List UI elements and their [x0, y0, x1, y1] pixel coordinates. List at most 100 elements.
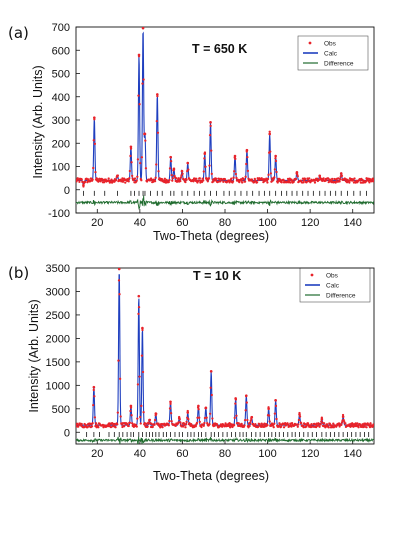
- obs-point: [114, 426, 117, 429]
- x-tick-label: 20: [91, 448, 103, 460]
- obs-point: [369, 422, 372, 425]
- y-tick-label: 2500: [46, 310, 70, 322]
- obs-point: [204, 406, 208, 410]
- obs-point: [246, 418, 249, 422]
- obs-point: [249, 419, 252, 422]
- obs-point: [94, 170, 97, 174]
- obs-point: [268, 130, 271, 133]
- obs-point: [180, 169, 184, 173]
- obs-point: [168, 407, 172, 410]
- y-axis-title: Intensity (Arb. Units): [31, 65, 45, 178]
- obs-point: [203, 157, 206, 160]
- x-axis-title: Two-Theta (degrees): [153, 469, 269, 483]
- obs-point: [139, 161, 142, 165]
- obs-point: [142, 411, 145, 414]
- obs-point: [141, 82, 144, 85]
- obs-point: [129, 409, 132, 413]
- obs-point: [243, 180, 247, 183]
- obs-point: [308, 177, 311, 180]
- obs-point: [186, 411, 190, 414]
- obs-point: [80, 422, 83, 426]
- obs-point: [168, 178, 171, 182]
- obs-point: [286, 177, 290, 181]
- obs-point: [278, 423, 282, 426]
- obs-point: [136, 383, 140, 386]
- obs-point: [114, 178, 118, 182]
- obs-point: [280, 181, 283, 184]
- obs-point: [198, 416, 201, 419]
- obs-point: [339, 172, 343, 175]
- obs-point: [139, 422, 142, 425]
- x-tick-label: 120: [301, 217, 319, 229]
- obs-point: [200, 425, 203, 429]
- obs-point: [88, 425, 91, 428]
- obs-point: [290, 425, 293, 428]
- obs-point: [140, 354, 144, 357]
- obs-point: [296, 425, 299, 428]
- obs-point: [282, 426, 286, 429]
- obs-point: [144, 139, 147, 142]
- obs-point: [265, 177, 268, 180]
- panel-label: (b): [8, 264, 29, 282]
- obs-point: [244, 409, 247, 412]
- obs-point: [169, 412, 173, 415]
- obs-point: [203, 421, 206, 425]
- obs-point: [319, 423, 322, 426]
- obs-point: [339, 178, 342, 181]
- legend-difference-label: Difference: [324, 61, 354, 68]
- obs-point: [109, 425, 113, 429]
- y-tick-label: 500: [52, 404, 70, 416]
- obs-point: [136, 158, 140, 161]
- obs-point: [167, 180, 170, 184]
- obs-point: [106, 424, 110, 428]
- obs-point: [154, 412, 158, 415]
- y-tick-label: 300: [52, 115, 70, 127]
- y-tick-label: 600: [52, 45, 70, 57]
- obs-point: [300, 421, 303, 425]
- obs-point: [146, 425, 149, 428]
- obs-point: [275, 417, 278, 421]
- obs-point: [338, 180, 341, 183]
- obs-point: [187, 168, 190, 171]
- obs-point: [197, 179, 200, 183]
- obs-point: [118, 293, 121, 296]
- obs-point: [292, 180, 295, 183]
- x-tick-label: 140: [344, 217, 362, 229]
- obs-point: [340, 174, 344, 178]
- obs-point: [347, 179, 350, 182]
- obs-point: [140, 156, 144, 159]
- obs-point: [137, 305, 141, 309]
- obs-point: [207, 177, 211, 180]
- obs-point: [289, 181, 292, 184]
- obs-point: [202, 170, 205, 173]
- obs-point: [170, 420, 173, 423]
- obs-point: [90, 425, 94, 428]
- obs-point: [178, 178, 181, 181]
- obs-point: [129, 147, 133, 150]
- obs-point: [133, 177, 137, 180]
- obs-point: [179, 176, 183, 179]
- y-tick-label: 200: [52, 138, 70, 150]
- legend-obs-marker: [310, 273, 314, 277]
- obs-point: [92, 139, 95, 142]
- obs-point: [175, 177, 178, 180]
- obs-point: [272, 426, 275, 429]
- obs-point: [250, 178, 254, 181]
- x-tick-label: 120: [301, 448, 319, 460]
- y-tick-label: 700: [52, 22, 70, 34]
- obs-point: [171, 179, 174, 182]
- obs-point: [233, 416, 236, 419]
- obs-point: [209, 386, 212, 389]
- obs-point: [78, 180, 81, 184]
- obs-point: [92, 385, 96, 389]
- obs-point: [163, 177, 166, 180]
- obs-point: [340, 423, 343, 427]
- obs-point: [235, 176, 238, 179]
- obs-point: [298, 415, 302, 418]
- obs-point: [368, 181, 371, 184]
- obs-point: [186, 161, 190, 165]
- obs-point: [93, 116, 96, 119]
- obs-point: [318, 174, 322, 178]
- obs-point: [296, 173, 299, 176]
- x-tick-label: 40: [134, 448, 146, 460]
